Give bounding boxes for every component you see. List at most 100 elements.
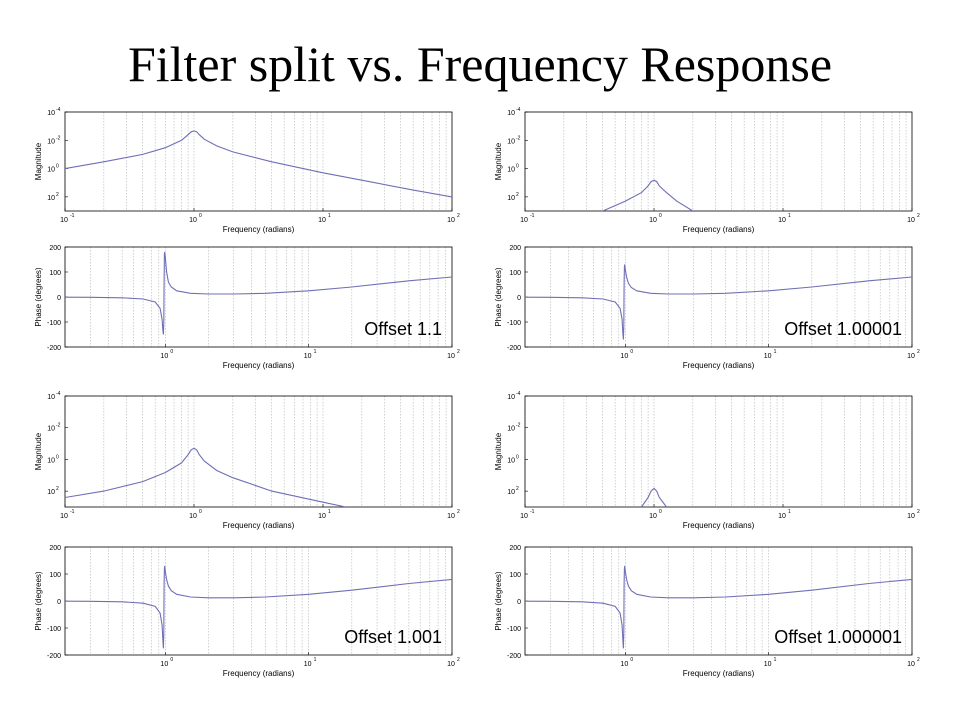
y-tick-exponent: 0 (516, 454, 519, 460)
y-tick-exponent: 2 (56, 192, 59, 198)
x-tick-exponent: 0 (659, 213, 662, 219)
offset-label: Offset 1.00001 (784, 319, 902, 339)
y-axis-label: Phase (degrees) (494, 571, 503, 630)
y-tick-label: 100 (509, 572, 521, 579)
y-tick-exponent: -4 (516, 391, 521, 397)
y-tick-label: 100 (49, 270, 61, 277)
y-tick-label: -200 (47, 653, 61, 660)
x-tick-label: 10 (649, 513, 657, 520)
y-tick-label: 10 (47, 195, 55, 202)
x-tick-label: 10 (318, 217, 326, 224)
y-tick-label: 10 (507, 426, 515, 433)
x-tick-label: 10 (764, 353, 772, 360)
x-tick-label: 10 (318, 513, 326, 520)
y-tick-exponent: -4 (56, 391, 61, 397)
y-tick-label: 10 (47, 457, 55, 464)
y-tick-exponent: 0 (516, 164, 519, 170)
y-tick-label: 200 (49, 545, 61, 552)
y-tick-label: 10 (507, 110, 515, 117)
x-tick-label: 10 (778, 217, 786, 224)
x-tick-label: 10 (447, 353, 455, 360)
x-axis-label: Frequency (radians) (683, 225, 755, 234)
y-tick-label: -100 (47, 626, 61, 633)
y-tick-exponent: 2 (516, 486, 519, 492)
x-tick-exponent: 2 (917, 349, 920, 355)
x-tick-exponent: 1 (788, 509, 791, 515)
x-tick-exponent: 1 (788, 213, 791, 219)
x-tick-exponent: 1 (774, 657, 777, 663)
y-tick-label: 0 (57, 599, 61, 606)
x-tick-exponent: 1 (314, 349, 317, 355)
y-tick-label: -200 (507, 345, 521, 352)
x-tick-exponent: 1 (314, 657, 317, 663)
x-tick-exponent: 2 (457, 349, 460, 355)
x-tick-label: 10 (649, 217, 657, 224)
y-axis-label: Magnitude (34, 432, 43, 470)
y-tick-label: 10 (507, 489, 515, 496)
x-tick-label: 10 (620, 661, 628, 668)
x-axis-label: Frequency (radians) (683, 521, 755, 530)
y-tick-label: 10 (507, 394, 515, 401)
axes-frame (64, 111, 453, 212)
x-tick-label: 10 (907, 353, 915, 360)
y-tick-label: 10 (507, 138, 515, 145)
y-tick-label: 200 (509, 245, 521, 252)
x-axis-label: Frequency (radians) (223, 361, 295, 370)
response-curve (641, 487, 667, 507)
x-tick-label: 10 (447, 513, 455, 520)
x-axis-label: Frequency (radians) (223, 521, 295, 530)
y-tick-label: -100 (507, 626, 521, 633)
offset-label: Offset 1.000001 (774, 627, 902, 647)
response-curve (65, 447, 346, 507)
y-tick-exponent: 0 (56, 164, 59, 170)
y-tick-label: 10 (507, 457, 515, 464)
response-curve (525, 264, 912, 340)
x-tick-label: 10 (907, 217, 915, 224)
y-tick-exponent: -2 (56, 423, 61, 429)
y-tick-exponent: 0 (56, 454, 59, 460)
x-tick-exponent: 1 (328, 509, 331, 515)
x-axis-label: Frequency (radians) (223, 225, 295, 234)
y-axis-label: Phase (degrees) (494, 267, 503, 326)
x-tick-label: 10 (60, 513, 68, 520)
x-tick-label: 10 (907, 661, 915, 668)
x-tick-label: 10 (60, 217, 68, 224)
y-axis-label: Magnitude (494, 432, 503, 470)
y-axis-label: Magnitude (34, 142, 43, 180)
x-tick-label: 10 (907, 513, 915, 520)
x-tick-exponent: 0 (659, 509, 662, 515)
x-tick-exponent: 1 (774, 349, 777, 355)
response-curve (65, 565, 452, 649)
y-tick-label: 10 (47, 394, 55, 401)
x-tick-label: 10 (620, 353, 628, 360)
y-tick-label: 10 (47, 167, 55, 174)
x-axis-label: Frequency (radians) (683, 361, 755, 370)
x-tick-label: 10 (778, 513, 786, 520)
x-tick-label: 10 (304, 661, 312, 668)
x-tick-label: 10 (520, 513, 528, 520)
y-tick-label: -200 (507, 653, 521, 660)
response-curve (65, 251, 452, 335)
x-tick-label: 10 (160, 661, 168, 668)
y-tick-exponent: -2 (56, 135, 61, 141)
x-tick-label: 10 (764, 661, 772, 668)
x-tick-exponent: 0 (630, 349, 633, 355)
x-tick-exponent: -1 (70, 509, 75, 515)
y-tick-label: 200 (509, 545, 521, 552)
axes-frame (524, 395, 913, 508)
x-tick-label: 10 (189, 513, 197, 520)
y-tick-label: 10 (47, 138, 55, 145)
y-tick-label: 200 (49, 245, 61, 252)
y-tick-exponent: -4 (516, 107, 521, 113)
y-tick-exponent: -2 (516, 135, 521, 141)
axes-frame (524, 111, 913, 212)
x-tick-exponent: 2 (917, 657, 920, 663)
